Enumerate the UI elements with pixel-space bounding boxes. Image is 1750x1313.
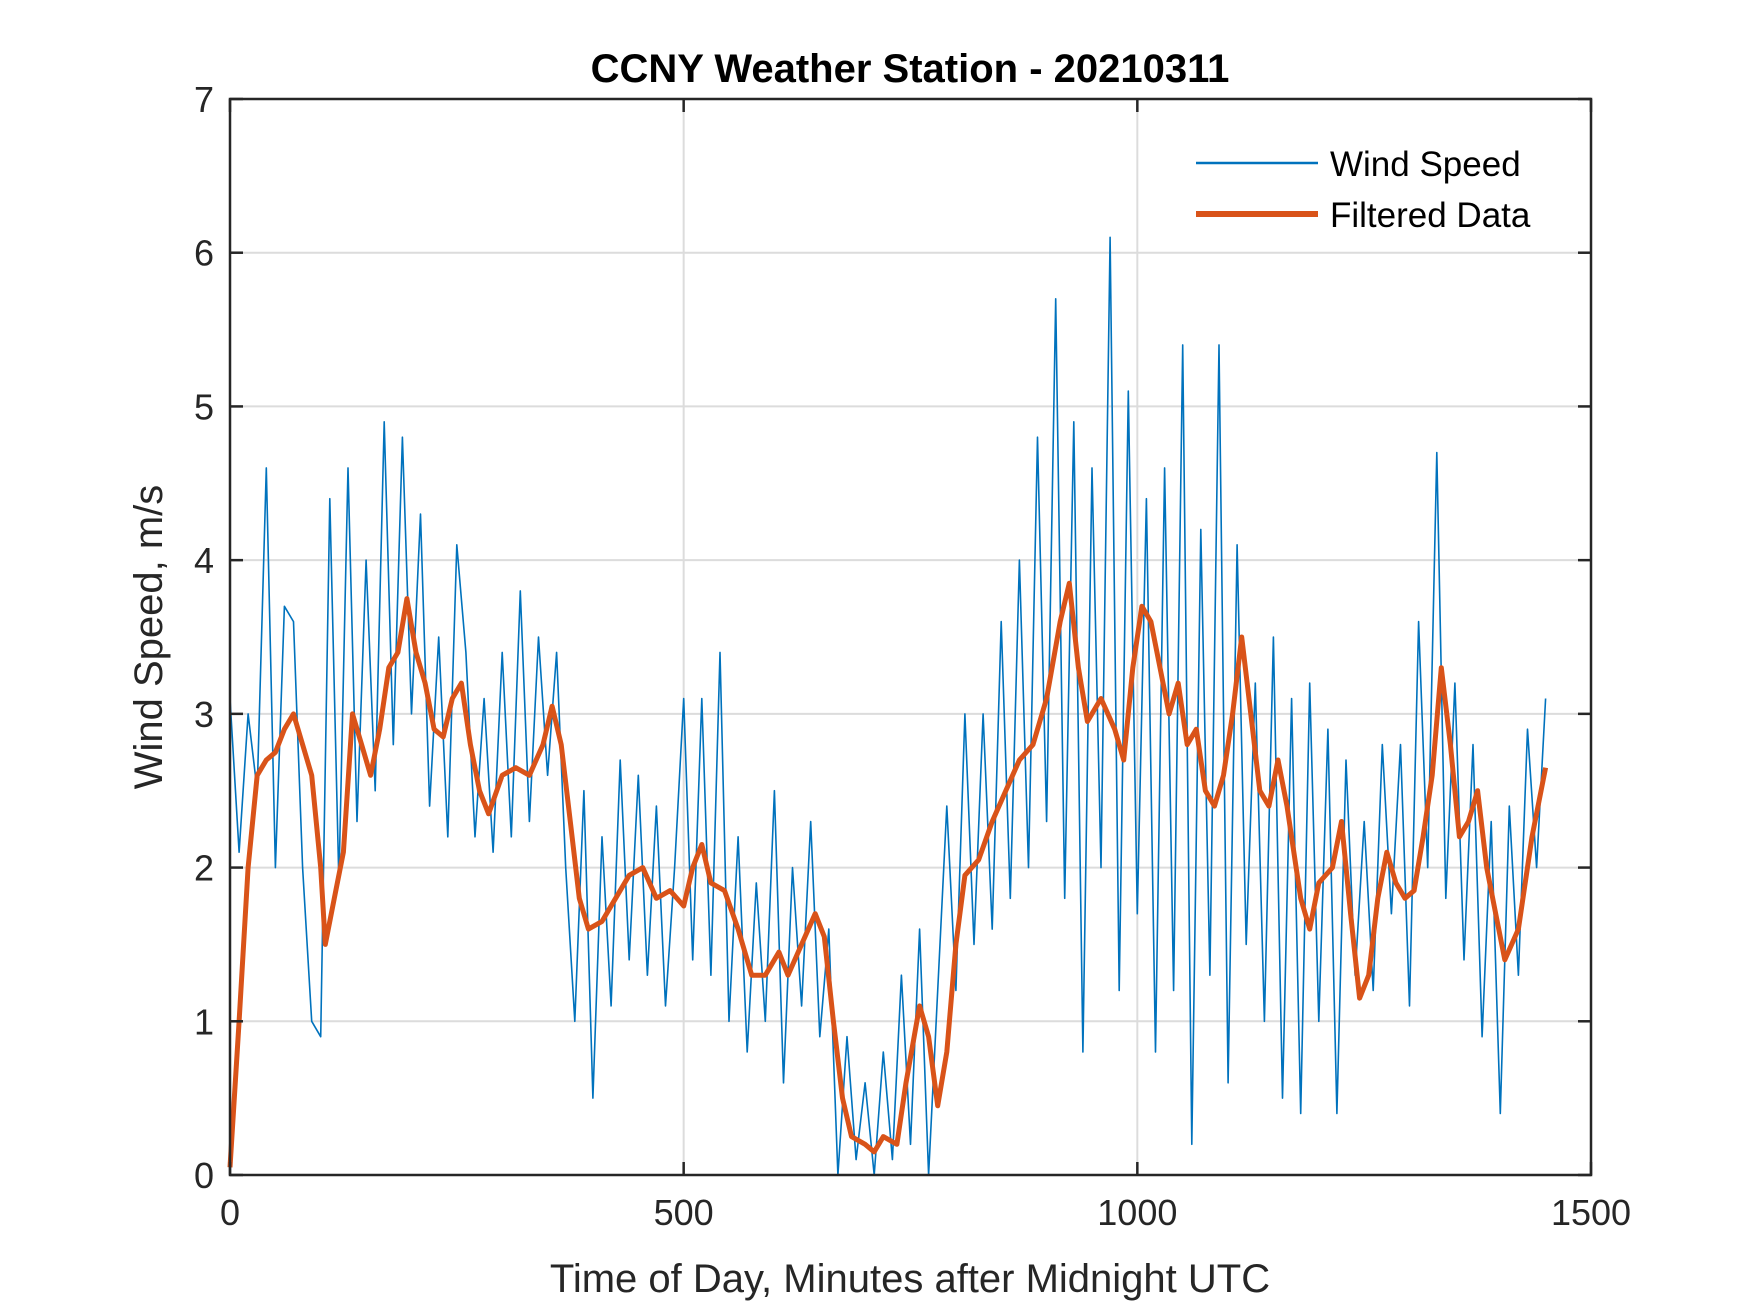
y-tick-label: 4 [194, 540, 214, 581]
ticks: 0 500 1000 1500 0 1 2 3 4 5 6 7 [194, 79, 1631, 1233]
x-tick-label: 1000 [1097, 1192, 1177, 1233]
y-tick-label: 5 [194, 386, 214, 427]
legend-label-wind-speed: Wind Speed [1330, 145, 1521, 184]
chart-title: CCNY Weather Station - 20210311 [591, 47, 1230, 91]
y-axis-label: Wind Speed, m/s [127, 485, 171, 790]
x-tick-label: 0 [220, 1192, 240, 1233]
y-tick-label: 7 [194, 79, 214, 120]
y-tick-label: 1 [194, 1001, 214, 1042]
y-tick-label: 3 [194, 694, 214, 735]
legend: Wind Speed Filtered Data [1196, 145, 1531, 235]
y-tick-label: 2 [194, 848, 214, 889]
x-tick-label: 1500 [1551, 1192, 1631, 1233]
grid [230, 99, 1591, 1175]
y-tick-label: 6 [194, 233, 214, 274]
plot-area [227, 236, 1549, 1176]
y-tick-label: 0 [194, 1155, 214, 1196]
legend-label-filtered-data: Filtered Data [1330, 196, 1531, 235]
x-tick-label: 500 [654, 1192, 714, 1233]
axes-box [228, 97, 1593, 1177]
x-axis-label: Time of Day, Minutes after Midnight UTC [550, 1257, 1270, 1301]
wind-speed-line [229, 236, 1547, 1176]
filtered-data-line [227, 580, 1549, 1168]
